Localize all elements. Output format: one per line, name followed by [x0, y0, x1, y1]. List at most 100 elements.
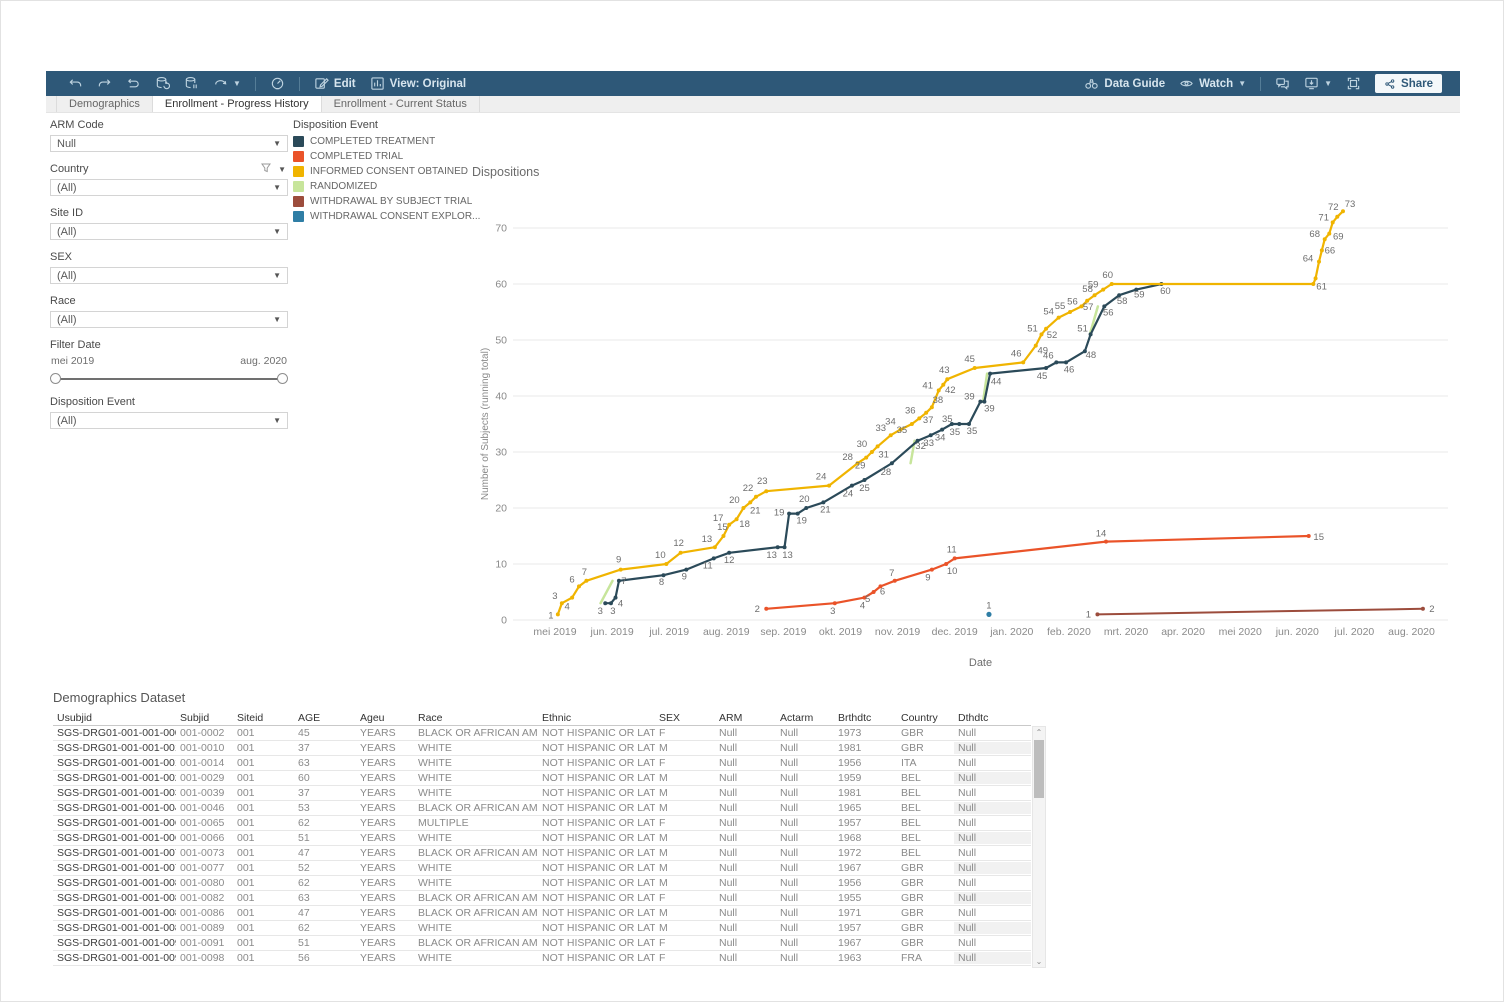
legend-item-4[interactable]: WITHDRAWAL BY SUBJECT TRIAL	[293, 196, 472, 207]
revert-icon[interactable]	[126, 76, 141, 91]
table-row[interactable]: SGS-DRG01-001-001-0010 001-0010 001 37 YEARS…	[53, 741, 1031, 756]
run-update-button[interactable]: ▼	[213, 76, 241, 91]
filter-dropdown-race[interactable]: (All) ▼	[50, 311, 288, 328]
demographics-table: Usubjid Subjid Siteid AGE Ageu Race Ethnic SEX A…	[53, 711, 1031, 966]
edit-button[interactable]: Edit	[314, 76, 356, 91]
caret-down-icon[interactable]: ▼	[278, 165, 286, 174]
tab-enrollment-current-status[interactable]: Enrollment - Current Status	[322, 96, 480, 112]
download-button[interactable]: ▼	[1304, 76, 1332, 91]
svg-text:6: 6	[880, 586, 885, 597]
cell-arm: Null	[719, 847, 738, 859]
cell-ageu: YEARS	[360, 757, 396, 769]
table-row[interactable]: SGS-DRG01-001-001-0089 001-0089 001 62 YEARS…	[53, 921, 1031, 936]
table-row[interactable]: SGS-DRG01-001-001-0002 001-0002 001 45 YEARS…	[53, 726, 1031, 741]
cell-ageu: YEARS	[360, 862, 396, 874]
data-guide-button[interactable]: Data Guide	[1084, 76, 1165, 91]
scrollbar-thumb[interactable]	[1034, 740, 1044, 798]
svg-text:25: 25	[859, 483, 870, 494]
svg-text:21: 21	[750, 505, 761, 516]
cell-actarm: Null	[780, 952, 799, 964]
toolbar-divider	[1260, 76, 1262, 91]
legend-item-0[interactable]: COMPLETED TREATMENT	[293, 136, 465, 147]
table-row[interactable]: SGS-DRG01-001-001-0082 001-0082 001 63 YEARS…	[53, 891, 1031, 906]
table-row[interactable]: SGS-DRG01-001-001-0066 001-0066 001 51 YEARS…	[53, 831, 1031, 846]
cell-subjid: 001-0002	[180, 727, 225, 739]
toolbar-divider	[254, 76, 256, 91]
legend-item-1[interactable]: COMPLETED TRIAL	[293, 151, 465, 162]
filter-dropdown-arm-code[interactable]: Null ▼	[50, 135, 288, 152]
filter-dropdown-sex[interactable]: (All) ▼	[50, 267, 288, 284]
filter-dropdown-country[interactable]: (All) ▼	[50, 179, 288, 196]
slider-handle-min[interactable]	[50, 373, 61, 384]
cell-brthdtc: 1981	[838, 742, 862, 754]
date-range-slider[interactable]	[50, 373, 288, 385]
legend-item-2[interactable]: INFORMED CONSENT OBTAINED	[293, 166, 468, 177]
cell-dthdtc: Null	[958, 937, 977, 949]
table-row[interactable]: SGS-DRG01-001-001-0086 001-0086 001 47 YEARS…	[53, 906, 1031, 921]
cell-ethnic: NOT HISPANIC OR LATINO	[542, 862, 655, 874]
legend-item-5[interactable]: WITHDRAWAL CONSENT EXPLOR...	[293, 211, 480, 222]
cell-sex: F	[659, 952, 666, 964]
share-button[interactable]: Share	[1375, 74, 1442, 93]
comments-icon[interactable]	[1275, 76, 1290, 91]
cell-brthdtc: 1955	[838, 892, 862, 904]
cell-subjid: 001-0065	[180, 817, 225, 829]
table-row[interactable]: SGS-DRG01-001-001-0073 001-0073 001 47 YEARS…	[53, 846, 1031, 861]
tab-demographics[interactable]: Demographics	[56, 96, 153, 112]
refresh-data-icon[interactable]	[155, 76, 171, 91]
cell-arm: Null	[719, 787, 738, 799]
svg-text:45: 45	[1037, 371, 1048, 382]
cell-sex: F	[659, 757, 666, 769]
scroll-down-icon[interactable]: ⌄	[1035, 957, 1043, 966]
pause-data-icon[interactable]	[184, 76, 199, 91]
cell-country: BEL	[901, 847, 921, 859]
table-row[interactable]: SGS-DRG01-001-001-0014 001-0014 001 63 YEARS…	[53, 756, 1031, 771]
legend-item-3[interactable]: RANDOMIZED	[293, 181, 465, 192]
filter-dropdown-site-id[interactable]: (All) ▼	[50, 223, 288, 240]
table-row[interactable]: SGS-DRG01-001-001-0098 001-0098 001 56 YEARS…	[53, 951, 1031, 966]
share-label: Share	[1401, 77, 1433, 90]
scroll-up-icon[interactable]: ⌃	[1035, 728, 1043, 737]
edit-label: Edit	[333, 77, 356, 90]
watch-button[interactable]: Watch ▼	[1179, 76, 1246, 91]
fullscreen-icon[interactable]	[1346, 76, 1361, 91]
slider-handle-max[interactable]	[277, 373, 288, 384]
cell-usubjid: SGS-DRG01-001-001-0046	[57, 802, 176, 814]
cell-ageu: YEARS	[360, 772, 396, 784]
table-row[interactable]: SGS-DRG01-001-001-0065 001-0065 001 62 YEARS…	[53, 816, 1031, 831]
svg-text:35: 35	[950, 427, 961, 438]
cell-siteid: 001	[237, 862, 255, 874]
svg-text:59: 59	[1134, 290, 1145, 301]
cell-age: 62	[298, 817, 310, 829]
svg-text:19: 19	[774, 508, 785, 519]
cell-subjid: 001-0010	[180, 742, 225, 754]
tab-enrollment-progress-history[interactable]: Enrollment - Progress History	[152, 96, 322, 112]
table-row[interactable]: SGS-DRG01-001-001-0077 001-0077 001 52 YEARS…	[53, 861, 1031, 876]
cell-subjid: 001-0089	[180, 922, 225, 934]
filter-dropdown-disposition-event[interactable]: (All) ▼	[50, 412, 288, 429]
svg-text:3: 3	[610, 606, 615, 617]
table-row[interactable]: SGS-DRG01-001-001-0039 001-0039 001 37 YEARS…	[53, 786, 1031, 801]
svg-text:10: 10	[947, 566, 958, 577]
table-row[interactable]: SGS-DRG01-001-001-0080 001-0080 001 62 YEARS…	[53, 876, 1031, 891]
performance-gauge-icon[interactable]	[270, 76, 285, 91]
column-header-country: Country	[901, 712, 938, 724]
table-row[interactable]: SGS-DRG01-001-001-0046 001-0046 001 53 YEARS…	[53, 801, 1031, 816]
table-scrollbar[interactable]: ⌃ ⌄	[1032, 726, 1046, 968]
cell-dthdtc: Null	[958, 787, 977, 799]
svg-text:60: 60	[495, 279, 507, 291]
undo-icon[interactable]	[68, 76, 83, 91]
cell-ethnic: NOT HISPANIC OR LATINO	[542, 832, 655, 844]
filter-label: SEX	[50, 251, 73, 263]
cell-country: GBR	[901, 892, 924, 904]
cell-country: ITA	[901, 757, 917, 769]
view-original-button[interactable]: View: Original	[370, 76, 466, 91]
svg-text:aug. 2019: aug. 2019	[703, 626, 750, 638]
table-row[interactable]: SGS-DRG01-001-001-0029 001-0029 001 60 YEARS…	[53, 771, 1031, 786]
svg-text:46: 46	[1064, 364, 1075, 375]
table-row[interactable]: SGS-DRG01-001-001-0091 001-0091 001 51 YEARS…	[53, 936, 1031, 951]
redo-icon[interactable]	[97, 76, 112, 91]
svg-text:45: 45	[964, 354, 975, 365]
cell-age: 63	[298, 757, 310, 769]
dispositions-chart[interactable]: 0 10 20 30 40 50 60 70 mei 2019 jun. 2019 jul. 201…	[476, 158, 1460, 678]
